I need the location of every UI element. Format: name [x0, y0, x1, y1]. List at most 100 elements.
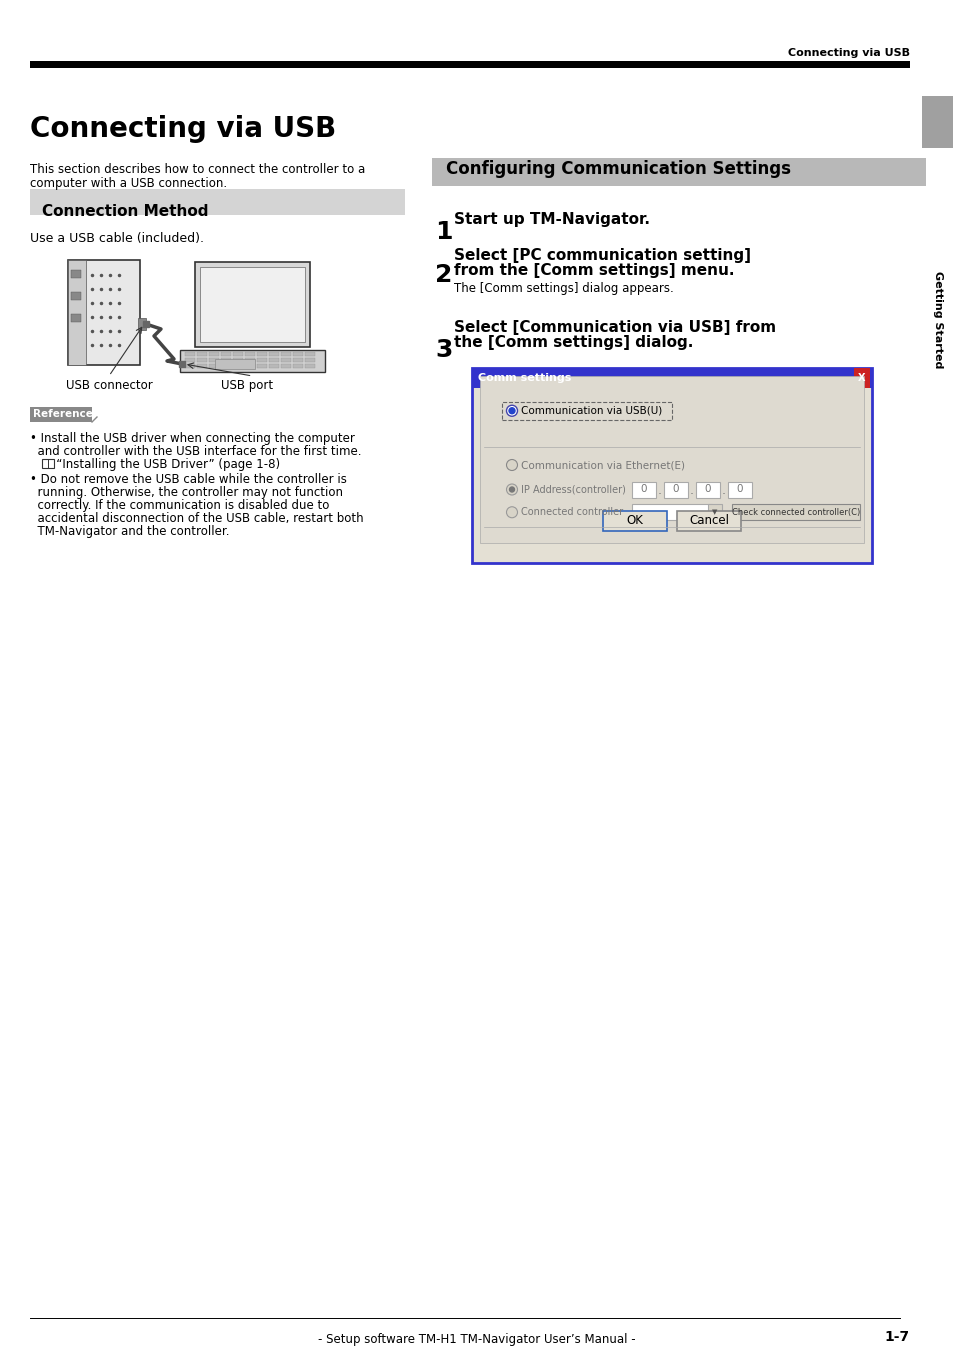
Bar	[293, 364, 303, 368]
Text: 3: 3	[435, 338, 452, 363]
Text: Communication via Ethernet(E): Communication via Ethernet(E)	[520, 460, 684, 470]
Text: Communication via USB(U): Communication via USB(U)	[520, 406, 661, 415]
Bar	[180, 350, 325, 372]
Circle shape	[509, 487, 514, 492]
Circle shape	[506, 484, 517, 495]
Text: .: .	[721, 484, 725, 497]
Text: accidental disconnection of the USB cable, restart both: accidental disconnection of the USB cabl…	[30, 512, 363, 524]
Text: The [Comm settings] dialog appears.: The [Comm settings] dialog appears.	[454, 282, 673, 295]
Bar	[677, 511, 740, 531]
Text: This section describes how to connect the controller to a: This section describes how to connect th…	[30, 163, 365, 177]
Bar	[731, 504, 859, 520]
Text: Start up TM-Navigator.: Start up TM-Navigator.	[454, 212, 649, 226]
Text: running. Otherwise, the controller may not function: running. Otherwise, the controller may n…	[30, 487, 343, 499]
Bar	[305, 359, 314, 363]
Text: TM-Navigator and the controller.: TM-Navigator and the controller.	[30, 524, 230, 538]
Bar	[71, 314, 81, 322]
Text: USB connector: USB connector	[66, 379, 152, 392]
Text: Check connected controller(C): Check connected controller(C)	[731, 508, 860, 516]
Bar	[293, 352, 303, 356]
Text: • Do not remove the USB cable while the controller is: • Do not remove the USB cable while the …	[30, 473, 347, 487]
Bar	[209, 364, 219, 368]
Text: 2: 2	[435, 263, 452, 287]
Text: the [Comm settings] dialog.: the [Comm settings] dialog.	[454, 336, 693, 350]
Bar	[30, 189, 405, 214]
Text: 0: 0	[704, 484, 711, 495]
Bar	[281, 364, 291, 368]
Text: • Install the USB driver when connecting the computer: • Install the USB driver when connecting…	[30, 431, 355, 445]
Text: Getting Started: Getting Started	[932, 271, 942, 369]
Bar	[281, 352, 291, 356]
Bar	[221, 364, 231, 368]
Text: Select [PC communication setting]: Select [PC communication setting]	[454, 248, 750, 263]
Text: OK: OK	[626, 515, 642, 527]
Text: Configuring Communication Settings: Configuring Communication Settings	[446, 160, 790, 178]
Circle shape	[506, 406, 517, 417]
Bar	[245, 352, 254, 356]
Text: Connected controller: Connected controller	[520, 507, 622, 518]
Bar	[472, 368, 871, 563]
Bar	[42, 460, 54, 468]
Bar	[269, 352, 278, 356]
FancyBboxPatch shape	[921, 96, 953, 148]
Bar	[214, 359, 254, 369]
Bar	[305, 352, 314, 356]
Bar	[185, 364, 194, 368]
Text: and controller with the USB interface for the first time.: and controller with the USB interface fo…	[30, 445, 361, 458]
Bar	[602, 511, 666, 531]
Text: Use a USB cable (included).: Use a USB cable (included).	[30, 232, 204, 245]
Bar	[209, 352, 219, 356]
Bar	[68, 260, 140, 365]
Bar	[185, 359, 194, 363]
Bar	[196, 352, 207, 356]
Bar	[233, 359, 243, 363]
Text: “Installing the USB Driver” (page 1-8): “Installing the USB Driver” (page 1-8)	[30, 458, 280, 470]
Bar	[707, 504, 721, 520]
Bar	[200, 267, 305, 342]
Text: .: .	[658, 484, 661, 497]
Bar	[221, 359, 231, 363]
Circle shape	[506, 507, 517, 518]
Bar	[432, 158, 925, 186]
Bar	[305, 364, 314, 368]
Bar	[30, 61, 909, 67]
Bar	[233, 364, 243, 368]
Text: Reference: Reference	[33, 408, 92, 419]
Text: 0: 0	[736, 484, 742, 495]
Bar	[293, 359, 303, 363]
Circle shape	[509, 407, 515, 414]
Bar	[501, 402, 671, 419]
Bar	[245, 364, 254, 368]
Text: 1: 1	[435, 220, 452, 244]
Bar	[472, 368, 871, 388]
Bar	[853, 368, 869, 388]
Text: USB port: USB port	[221, 379, 274, 392]
Bar	[631, 504, 711, 520]
Bar	[194, 262, 310, 346]
Bar	[196, 359, 207, 363]
Bar	[185, 352, 194, 356]
Bar	[479, 376, 863, 543]
Text: 0: 0	[672, 484, 679, 495]
Bar	[138, 318, 146, 330]
Bar	[30, 407, 91, 422]
Circle shape	[506, 460, 517, 470]
Bar	[696, 481, 720, 497]
Text: Connecting via USB: Connecting via USB	[787, 49, 909, 58]
Text: 0: 0	[640, 484, 646, 495]
Bar	[221, 352, 231, 356]
Bar	[256, 352, 267, 356]
Bar	[631, 481, 656, 497]
Text: Select [Communication via USB] from: Select [Communication via USB] from	[454, 319, 776, 336]
Bar	[727, 481, 751, 497]
Text: - Setup software TM-H1 TM-Navigator User’s Manual -: - Setup software TM-H1 TM-Navigator User…	[318, 1333, 635, 1347]
Bar	[245, 359, 254, 363]
Text: Comm settings: Comm settings	[477, 373, 571, 383]
Text: from the [Comm settings] menu.: from the [Comm settings] menu.	[454, 263, 734, 278]
Text: Connecting via USB: Connecting via USB	[30, 115, 335, 143]
Bar	[663, 481, 687, 497]
Text: IP Address(controller): IP Address(controller)	[520, 484, 625, 495]
Bar	[71, 270, 81, 278]
Text: .: .	[689, 484, 693, 497]
Bar	[71, 293, 81, 301]
